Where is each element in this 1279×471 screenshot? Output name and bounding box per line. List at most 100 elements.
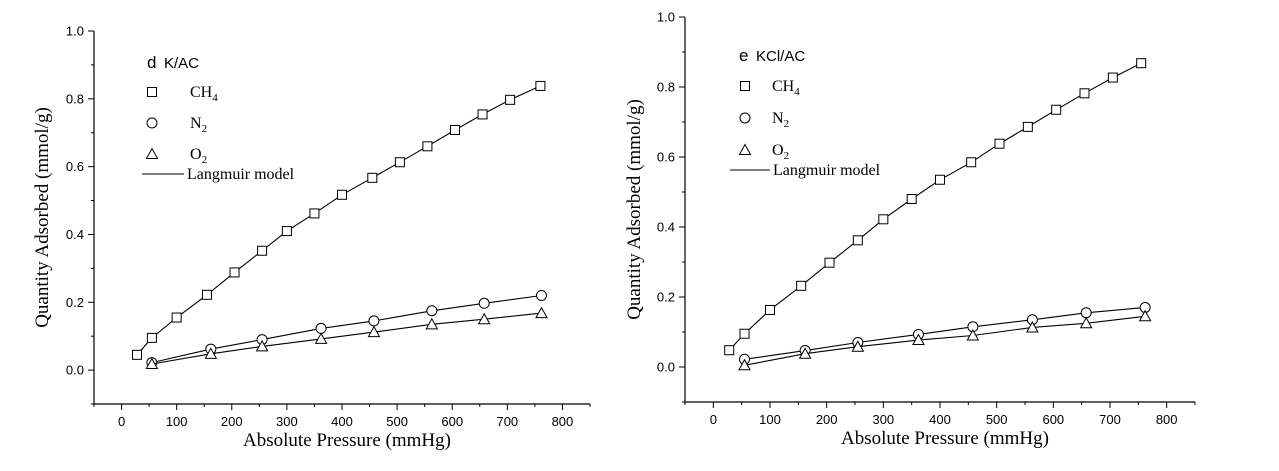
langmuir-fit-line <box>151 294 542 364</box>
x-tick-label: 800 <box>1156 412 1178 427</box>
data-point-o2 <box>851 340 865 352</box>
legend-fit-label: Langmuir model <box>187 166 295 183</box>
data-point-ch4 <box>1136 58 1147 69</box>
y-axis-title: Quantity Adsorbed (mmol/g) <box>32 107 53 328</box>
data-point-o2 <box>204 347 218 359</box>
data-point-ch4 <box>171 312 182 323</box>
x-tick-label: 300 <box>872 412 894 427</box>
legend-marker-square <box>147 87 157 97</box>
y-tick-label: 0.2 <box>66 295 84 310</box>
x-tick-label: 300 <box>276 414 298 429</box>
data-point-n2 <box>1080 307 1092 319</box>
data-point-ch4 <box>422 141 433 152</box>
data-point-n2 <box>426 305 438 317</box>
data-point-ch4 <box>229 267 240 278</box>
legend-label: N2 <box>772 110 789 130</box>
x-tick-label: 400 <box>929 412 951 427</box>
x-tick-label: 100 <box>166 414 188 429</box>
data-point-ch4 <box>796 280 807 291</box>
panel-label: e <box>739 46 748 65</box>
data-point-o2 <box>425 317 439 330</box>
data-point-ch4 <box>724 345 735 356</box>
data-point-ch4 <box>477 109 488 120</box>
data-point-o2 <box>255 339 269 352</box>
legend-marker-circle <box>739 112 751 124</box>
x-tick-label: 100 <box>759 412 781 427</box>
data-point-ch4 <box>367 172 378 183</box>
x-tick-label: 500 <box>986 412 1008 427</box>
panel-label: d <box>147 53 156 72</box>
data-point-ch4 <box>935 174 945 185</box>
sample-label: K/AC <box>164 55 199 72</box>
data-point-o2 <box>535 306 548 319</box>
data-point-ch4 <box>449 125 460 136</box>
data-point-o2 <box>1026 320 1039 333</box>
x-tick-label: 800 <box>552 414 574 429</box>
data-point-ch4 <box>824 257 835 268</box>
chart-panel-d: 0 100 200 300 400 500 600 700 800 0.0 0.2 0.4 0.6 0.8… <box>32 24 591 451</box>
legend-marker-circle <box>146 117 158 129</box>
data-point-ch4 <box>994 138 1005 149</box>
y-tick-label: 0.0 <box>66 363 84 378</box>
x-tick-label: 0 <box>710 412 717 427</box>
legend-label: CH4 <box>190 84 218 104</box>
legend-label: N2 <box>190 115 207 135</box>
x-tick-label: 500 <box>386 414 408 429</box>
data-point-ch4 <box>966 157 977 168</box>
data-point-o2 <box>1138 309 1152 322</box>
data-point-ch4 <box>201 289 212 300</box>
legend-marker-square <box>740 81 750 91</box>
data-point-ch4 <box>535 80 546 91</box>
y-tick-label: 0.0 <box>657 360 675 375</box>
x-axis-title: Absolute Pressure (mmHg) <box>243 430 451 451</box>
data-point-ch4 <box>878 214 889 225</box>
data-point-o2 <box>966 328 980 341</box>
data-point-ch4 <box>852 235 863 246</box>
x-axis-title: Absolute Pressure (mmHg) <box>841 428 1049 449</box>
data-point-n2 <box>478 297 490 309</box>
data-point-ch4 <box>281 226 292 237</box>
data-point-ch4 <box>146 332 157 343</box>
y-tick-label: 0.8 <box>66 91 84 106</box>
data-point-n2 <box>315 322 327 334</box>
data-point-ch4 <box>505 94 516 105</box>
data-point-ch4 <box>131 349 142 360</box>
data-point-ch4 <box>394 157 405 168</box>
x-tick-label: 200 <box>816 412 838 427</box>
langmuir-fit-line <box>136 85 541 356</box>
data-point-o2 <box>738 358 751 371</box>
data-point-o2 <box>912 333 925 346</box>
y-tick-label: 1.0 <box>657 10 675 25</box>
data-point-ch4 <box>1022 121 1033 132</box>
langmuir-fit-line <box>744 315 1146 366</box>
langmuir-fit-line <box>744 306 1146 360</box>
langmuir-fit-line <box>728 62 1142 351</box>
y-tick-label: 0.4 <box>66 227 84 242</box>
sample-label: KCl/AC <box>756 48 805 65</box>
x-tick-label: 700 <box>496 414 518 429</box>
legend-label: O2 <box>190 146 207 166</box>
legend-label: O2 <box>772 142 789 162</box>
data-point-ch4 <box>739 328 750 339</box>
y-axis-title: Quantity Adsorbed (mmol/g) <box>624 99 645 320</box>
legend-fit-label: Langmuir model <box>773 162 881 179</box>
x-tick-label: 600 <box>441 414 463 429</box>
langmuir-fit-line <box>151 312 542 365</box>
data-point-o2 <box>145 357 159 369</box>
data-point-o2 <box>1079 316 1093 329</box>
data-point-ch4 <box>765 304 775 315</box>
y-tick-label: 0.6 <box>657 150 675 165</box>
data-point-o2 <box>314 332 328 344</box>
y-tick-label: 0.6 <box>66 159 84 174</box>
data-point-ch4 <box>906 194 917 204</box>
data-point-ch4 <box>337 189 347 200</box>
data-point-o2 <box>367 325 381 338</box>
data-point-n2 <box>368 315 380 327</box>
x-tick-label: 400 <box>331 414 353 429</box>
x-tick-label: 600 <box>1042 412 1064 427</box>
data-point-ch4 <box>1079 88 1090 99</box>
data-point-ch4 <box>309 208 320 219</box>
legend-label: CH4 <box>772 78 800 98</box>
legend-marker-triangle <box>145 147 159 159</box>
